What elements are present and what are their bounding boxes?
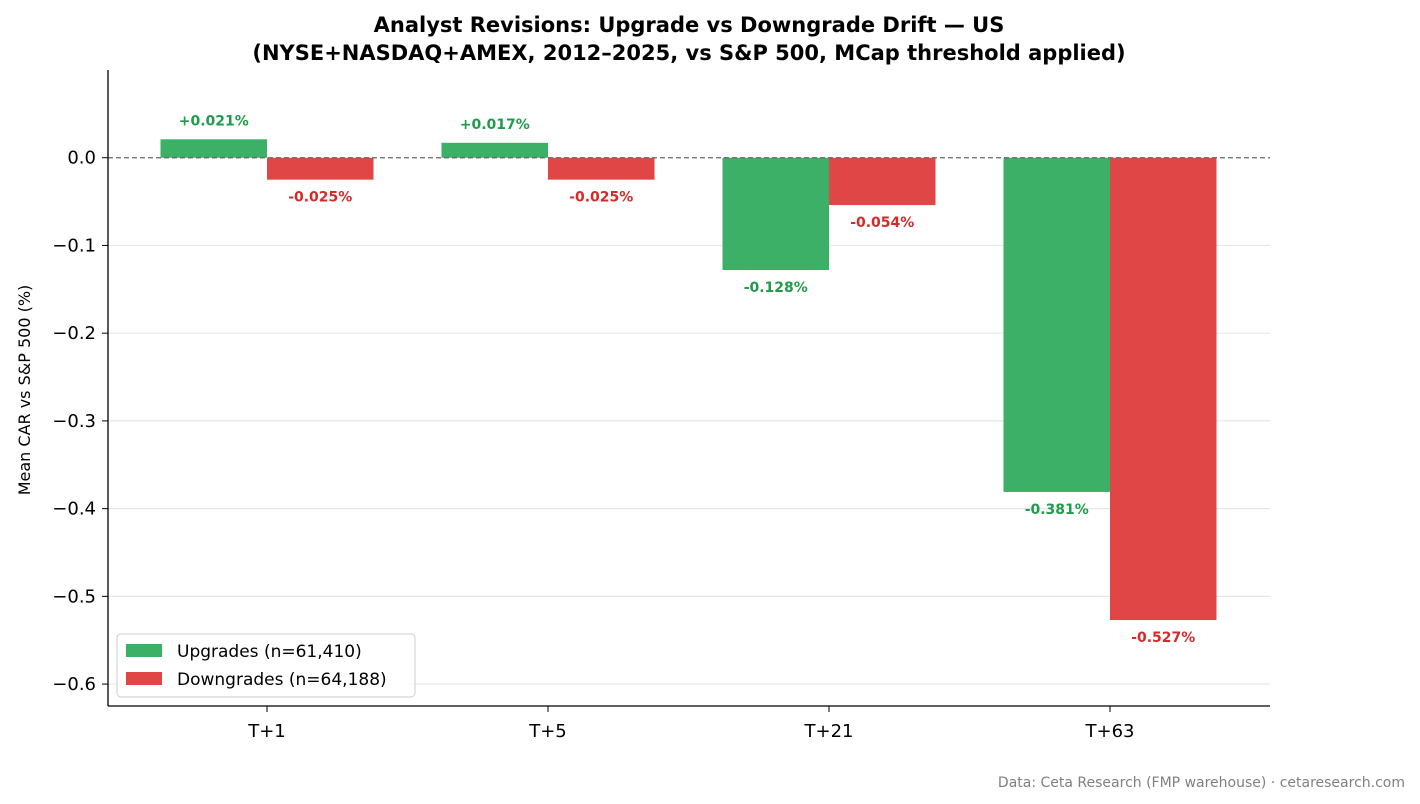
upgrade-value-label: +0.021% bbox=[179, 113, 249, 129]
downgrade-value-label: -0.025% bbox=[288, 190, 352, 206]
upgrade-value-label: -0.381% bbox=[1025, 502, 1089, 518]
legend-swatch-upgrades bbox=[126, 644, 162, 657]
upgrade-bar-t5 bbox=[441, 142, 548, 158]
axes: 0.0 −0.1 −0.2 −0.3 −0.4 −0.5 −0.6 T+1 T+5 T+21 T+6… bbox=[52, 70, 1270, 742]
x-tick-label: T+63 bbox=[1085, 721, 1135, 742]
upgrade-bar-t63 bbox=[1003, 157, 1110, 492]
downgrade-bar-t21 bbox=[829, 157, 936, 206]
x-tick-label: T+1 bbox=[247, 721, 286, 742]
upgrade-value-label: -0.128% bbox=[744, 280, 808, 296]
chart-title-line2: (NYSE+NASDAQ+AMEX, 2012–2025, vs S&P 500… bbox=[252, 41, 1125, 65]
legend-label-downgrades: Downgrades (n=64,188) bbox=[177, 670, 387, 690]
footer-source: Data: Ceta Research (FMP warehouse) · ce… bbox=[998, 775, 1405, 791]
y-tick-label: −0.1 bbox=[52, 235, 96, 256]
legend-frame bbox=[116, 633, 416, 698]
downgrade-bar-t5 bbox=[548, 157, 655, 180]
y-tick-label: 0.0 bbox=[67, 148, 96, 169]
upgrade-bar-t1 bbox=[160, 139, 267, 158]
downgrade-bar-t63 bbox=[1110, 157, 1217, 621]
y-tick-label: −0.2 bbox=[52, 323, 96, 344]
y-tick-label: −0.5 bbox=[52, 586, 96, 607]
upgrade-bar-t21 bbox=[722, 157, 829, 271]
data-labels: +0.021% +0.017% -0.128% -0.381% -0.025% -0.02… bbox=[179, 113, 1196, 646]
x-tick-label: T+5 bbox=[528, 721, 567, 742]
legend: Upgrades (n=61,410) Downgrades (n=64,188… bbox=[116, 633, 416, 698]
y-tick-label: −0.6 bbox=[52, 674, 96, 695]
downgrade-value-label: -0.527% bbox=[1131, 630, 1195, 646]
downgrade-bar-t1 bbox=[267, 157, 374, 180]
x-tick-label: T+21 bbox=[804, 721, 854, 742]
chart-title-line1: Analyst Revisions: Upgrade vs Downgrade … bbox=[374, 13, 1005, 37]
upgrade-value-label: +0.017% bbox=[460, 117, 530, 133]
bars bbox=[160, 139, 1217, 621]
y-axis-label: Mean CAR vs S&P 500 (%) bbox=[15, 285, 34, 496]
y-tick-label: −0.3 bbox=[52, 411, 96, 432]
downgrade-value-label: -0.025% bbox=[569, 190, 633, 206]
legend-swatch-downgrades bbox=[126, 672, 162, 685]
y-tick-label: −0.4 bbox=[52, 499, 96, 520]
legend-label-upgrades: Upgrades (n=61,410) bbox=[177, 642, 362, 662]
downgrade-value-label: -0.054% bbox=[850, 215, 914, 231]
